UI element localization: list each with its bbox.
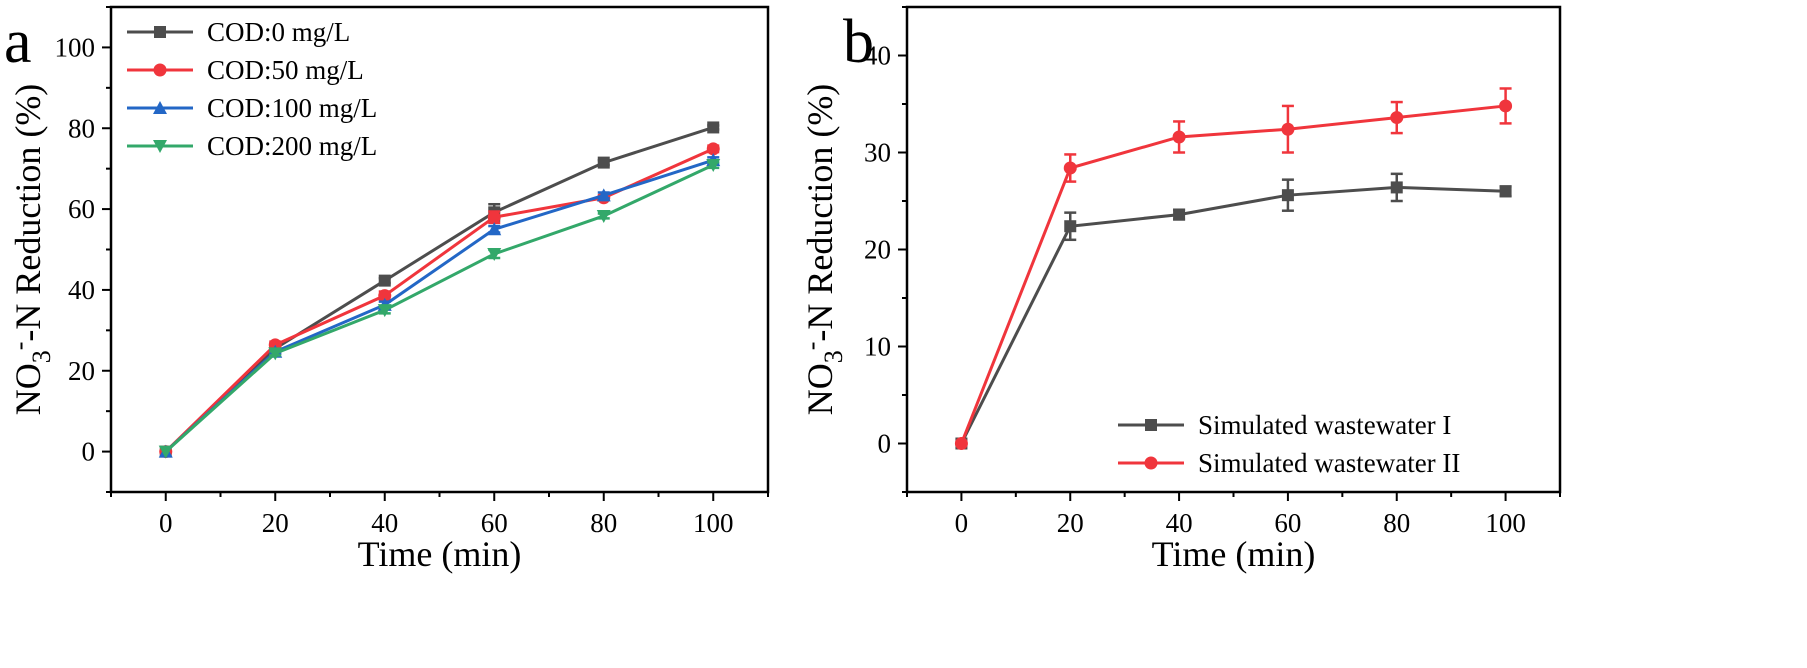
data-point [378, 289, 392, 303]
y-axis-title-main: NO [8, 363, 48, 415]
x-tick-label: 100 [693, 508, 734, 538]
x-tick-label: 20 [1057, 508, 1084, 538]
legend-marker [1145, 419, 1157, 431]
y-tick-label: 40 [864, 41, 891, 71]
y-tick-label: 100 [55, 32, 96, 62]
x-tick-label: 60 [1274, 508, 1301, 538]
data-point [1499, 99, 1513, 113]
x-tick-label: 40 [371, 508, 398, 538]
data-point [1281, 189, 1294, 202]
legend-label: Simulated wastewater II [1198, 448, 1460, 478]
y-tick-label: 60 [68, 194, 95, 224]
y-tick-label: 30 [864, 138, 891, 168]
data-point [954, 437, 968, 450]
y-axis-title-superscript: - [797, 342, 826, 351]
data-point [597, 156, 610, 169]
data-point [1064, 220, 1077, 233]
y-tick-label: 20 [68, 356, 95, 386]
data-point [1281, 122, 1295, 136]
y-axis-title-main: NO [800, 363, 840, 415]
series-line [164, 147, 714, 453]
data-point [596, 188, 611, 202]
legend-label: COD:100 mg/L [207, 93, 377, 123]
data-point [706, 159, 721, 173]
x-tick-label: 60 [481, 508, 508, 538]
x-tick-label: 40 [1166, 508, 1193, 538]
y-axis-title-rest: -N Reduction (%) [8, 84, 48, 342]
x-tick-label: 0 [955, 508, 969, 538]
series-line [960, 104, 1506, 445]
data-point [706, 142, 720, 156]
data-point [1499, 185, 1512, 198]
legend-label: COD:0 mg/L [207, 17, 350, 47]
series-line [960, 185, 1506, 445]
y-axis-title-subscript: 3 [27, 350, 56, 363]
x-axis-title: Time (min) [1152, 534, 1316, 574]
y-tick-label: 80 [68, 113, 95, 143]
y-axis-title-subscript: 3 [819, 350, 848, 363]
y-tick-label: 40 [68, 275, 95, 305]
plot-frame [109, 5, 770, 494]
legend-label: Simulated wastewater I [1198, 410, 1451, 440]
legend-label: COD:200 mg/L [207, 131, 377, 161]
plot-frame [905, 5, 1562, 494]
data-point [487, 247, 502, 261]
panel-label-b: b [843, 8, 874, 76]
legend-marker [154, 26, 166, 38]
y-axis-title: NO3--N Reduction (%) [5, 84, 56, 416]
x-axis-title: Time (min) [358, 534, 522, 574]
data-point [1063, 161, 1077, 175]
legend-marker [153, 140, 167, 153]
panel-label-a: a [4, 8, 32, 76]
y-tick-label: 10 [864, 332, 891, 362]
x-tick-label: 80 [590, 508, 617, 538]
series-line [164, 126, 714, 453]
x-tick-label: 80 [1383, 508, 1410, 538]
data-point [378, 274, 391, 287]
data-point [268, 347, 283, 361]
x-tick-label: 0 [159, 508, 173, 538]
y-tick-label: 20 [864, 235, 891, 265]
data-point [1390, 111, 1404, 125]
y-tick-label: 0 [878, 429, 892, 459]
data-point [596, 209, 611, 223]
y-axis-title-superscript: - [5, 342, 34, 351]
data-point [487, 210, 501, 224]
data-point [707, 121, 720, 134]
series-line [164, 163, 714, 453]
legend-marker [153, 63, 167, 77]
data-point [1172, 130, 1186, 144]
data-point [1390, 181, 1403, 194]
y-axis-title-rest: -N Reduction (%) [800, 84, 840, 342]
chart-a: 0 20 40 60 80 100 0 20 40 60 80 100 Time (min) NO3--N… [5, 5, 770, 574]
data-point [1173, 208, 1186, 221]
data-point [487, 222, 502, 236]
x-tick-label: 20 [262, 508, 289, 538]
data-point [158, 445, 173, 459]
data-point [377, 304, 392, 318]
legend-marker [1144, 456, 1158, 470]
x-tick-label: 100 [1485, 508, 1526, 538]
y-axis-title: NO3--N Reduction (%) [797, 84, 848, 416]
legend-label: COD:50 mg/L [207, 55, 364, 85]
legend-marker [153, 101, 167, 114]
y-tick-label: 0 [82, 437, 96, 467]
